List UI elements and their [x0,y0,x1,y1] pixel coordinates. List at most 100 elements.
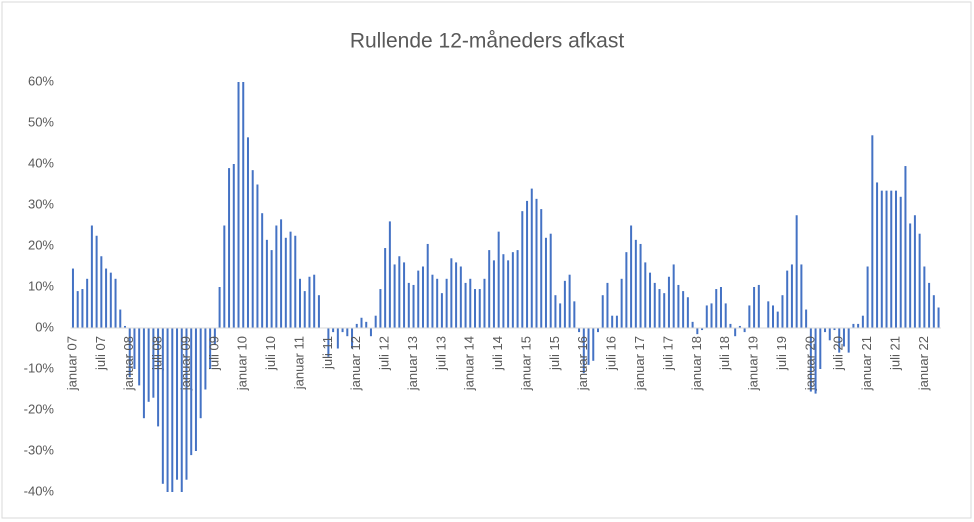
bar [497,231,500,328]
bar [928,282,931,328]
bar [866,266,869,328]
bar [894,190,897,328]
bar [86,278,89,328]
bar [767,301,770,328]
bar [715,289,718,328]
bar [701,328,704,331]
bar [114,278,117,328]
bar [407,282,410,328]
bar [109,272,112,328]
bar [582,328,585,374]
x-tick-label: juli 08 [150,336,165,371]
bar [814,328,817,394]
bar [256,184,259,328]
y-tick-label: 10% [28,278,54,293]
bar [294,235,297,328]
y-tick-label: -20% [24,401,55,416]
bar [280,219,283,328]
bar [403,262,406,328]
bar [667,276,670,328]
bar [857,323,860,328]
bar [521,211,524,328]
bar [724,303,727,328]
bar [800,264,803,328]
bar [374,315,377,328]
bar [833,328,836,331]
x-tick-label: juli 16 [604,336,619,371]
bar [289,231,292,328]
x-tick-label: januar 12 [348,336,363,391]
bar [809,328,812,392]
bar [601,295,604,328]
bar [369,328,372,337]
bar [384,248,387,328]
x-tick-label: januar 14 [462,336,477,391]
bar [828,328,831,341]
bar [308,276,311,328]
bar [237,82,240,328]
bar [611,315,614,328]
bar [426,243,429,328]
bar [332,328,335,333]
y-tick-label: 30% [28,196,54,211]
bar [918,233,921,328]
x-tick-label: januar 13 [405,336,420,391]
bar [412,284,415,328]
bar [653,282,656,328]
x-tick-label: januar 18 [689,336,704,391]
bar [346,328,349,337]
bar [757,284,760,328]
bar [644,262,647,328]
bar [649,272,652,328]
bar [554,295,557,328]
bar [351,328,354,349]
bar [209,328,212,369]
bar [190,328,193,456]
bar [786,270,789,328]
bar [842,328,845,347]
x-tick-label: januar 10 [235,336,250,391]
bar [568,274,571,328]
bar [81,289,84,328]
x-tick-label: juli 12 [377,336,392,371]
bar [157,328,160,427]
bar [658,289,661,328]
bar [677,284,680,328]
bar [246,137,249,328]
bar [923,266,926,328]
bar [516,250,519,328]
bar [455,262,458,328]
bar [119,309,122,328]
bar [672,264,675,328]
bar [204,328,207,390]
bar [478,289,481,328]
bar [913,215,916,328]
bar [620,278,623,328]
bar [218,287,221,328]
bar [133,328,136,369]
bar [573,301,576,328]
bar [284,237,287,328]
bar [251,170,254,328]
bar [388,221,391,328]
bar [549,233,552,328]
x-tick-label: januar 07 [64,336,79,391]
bar [199,328,202,419]
bar [559,303,562,328]
x-tick-label: januar 19 [746,336,761,391]
bar [128,328,131,378]
bar [587,328,590,365]
x-tick-label: juli 21 [887,336,902,371]
bar [686,297,689,328]
bar [876,182,879,328]
y-tick-label: 20% [28,237,54,252]
bar [535,198,538,328]
bar [596,328,599,333]
bar [223,225,226,328]
bar [819,328,822,369]
y-tick-label: 0% [35,319,54,334]
bar [790,264,793,328]
bar [696,328,699,335]
